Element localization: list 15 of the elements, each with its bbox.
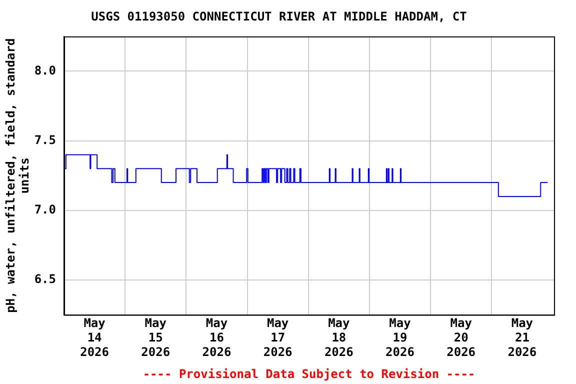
text: ---- Provisional Data Subject to Revision ---- bbox=[142, 367, 476, 382]
y-tick-label: 7.5 bbox=[34, 132, 56, 147]
x-tick-label: May 19 2026 bbox=[386, 316, 414, 359]
x-tick-label: May 14 2026 bbox=[80, 316, 109, 359]
y-axis-title: pH, water, unfiltered, field, standard units bbox=[3, 38, 32, 313]
x-tick-label: May 16 2026 bbox=[202, 316, 232, 359]
chart-title: USGS 01193050 CONNECTICUT RIVER AT MIDDLE HADDAM, CT bbox=[91, 9, 467, 24]
x-tick-label: May 17 2026 bbox=[263, 316, 292, 359]
x-tick-label: May 20 2026 bbox=[446, 316, 476, 359]
y-tick-label: 6.5 bbox=[34, 272, 56, 286]
x-tick-label: May 15 2026 bbox=[141, 316, 170, 359]
x-tick-label: May 21 2026 bbox=[508, 316, 537, 359]
y-tick-label: 7.0 bbox=[34, 202, 56, 217]
y-tick-label: 8.0 bbox=[34, 63, 56, 78]
x-tick-label: May 18 2026 bbox=[324, 316, 354, 359]
